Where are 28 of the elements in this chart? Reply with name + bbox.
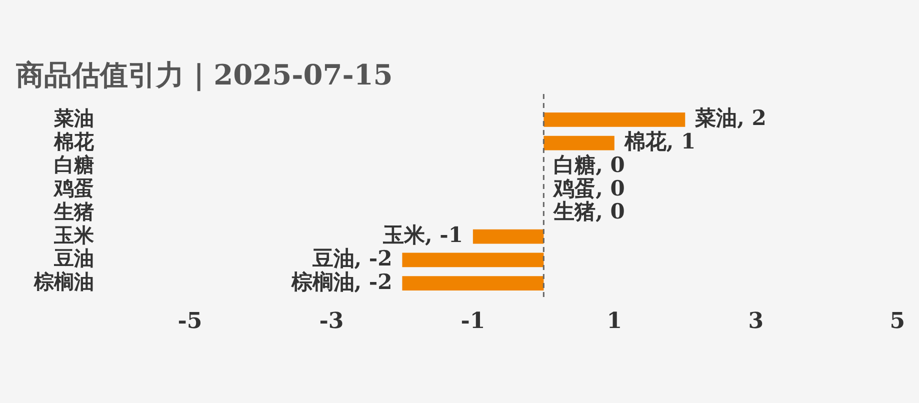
x-tick-label: 5 — [890, 308, 905, 334]
y-tick-label: 豆油 — [53, 246, 94, 270]
data-label: 棕榈油, -2 — [290, 268, 392, 294]
data-label: 菜油, 2 — [694, 105, 766, 130]
data-label: 棉花, 1 — [623, 128, 696, 154]
bar — [544, 112, 686, 127]
y-tick-label: 生猪 — [53, 199, 94, 224]
x-tick-label: -1 — [460, 308, 486, 334]
data-label: 豆油, -2 — [311, 245, 392, 270]
data-label: 白糖, 0 — [554, 152, 625, 177]
data-label: 鸡蛋, 0 — [552, 175, 625, 200]
y-tick-label: 白糖 — [54, 152, 94, 177]
y-tick-label: 玉米 — [53, 222, 95, 247]
x-tick-label: 3 — [748, 308, 764, 334]
data-label: 生猪, 0 — [552, 198, 625, 224]
bar — [402, 276, 544, 291]
y-tick-label: 棉花 — [53, 129, 95, 154]
data-label: 玉米, -1 — [382, 222, 463, 248]
y-tick-label: 棕榈油 — [33, 270, 94, 294]
x-tick-label: 1 — [606, 308, 622, 334]
y-tick-label: 鸡蛋 — [53, 176, 94, 200]
chart-title: 商品估值引力 | 2025-07-15 — [15, 58, 393, 92]
x-tick-label: -3 — [319, 308, 344, 334]
bar — [544, 136, 614, 150]
x-tick-label: -5 — [178, 308, 202, 334]
y-tick-label: 菜油 — [53, 106, 94, 130]
bar — [402, 252, 544, 268]
bar — [472, 229, 544, 244]
